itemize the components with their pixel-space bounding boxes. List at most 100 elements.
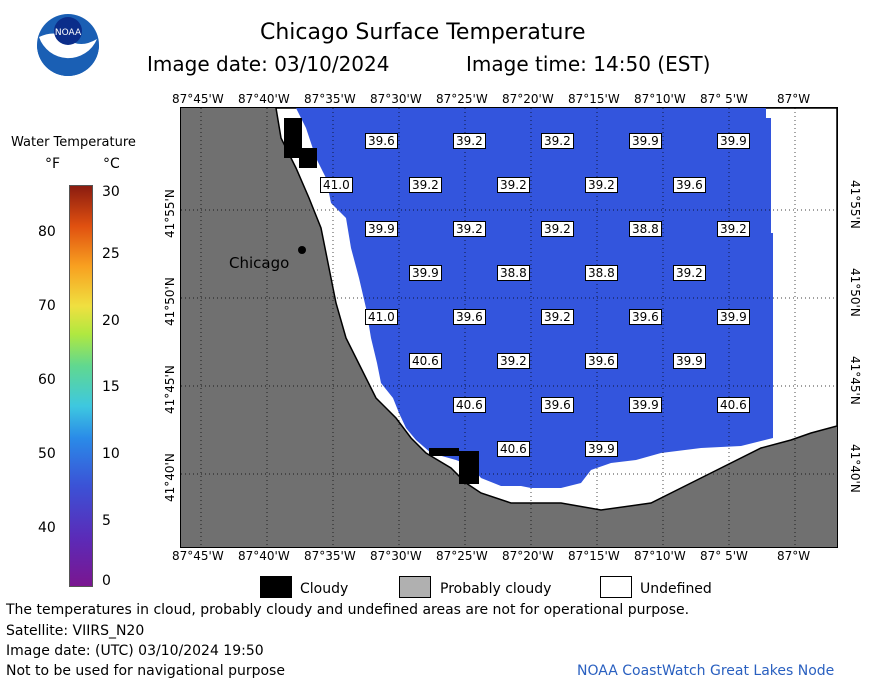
colorbar-c-tick: 5 (102, 513, 111, 529)
lon-label-top: 87°30'W (370, 92, 422, 106)
legend-probably-cloudy-label: Probably cloudy (440, 581, 552, 597)
lon-label-top: 87°35'W (304, 92, 356, 106)
legend-cloudy-label: Cloudy (300, 581, 349, 597)
satellite: Satellite: VIIRS_N20 (6, 623, 145, 639)
temperature-label: 39.9 (585, 441, 618, 457)
temperature-label: 41.0 (365, 309, 398, 325)
cloud-patch (429, 448, 459, 456)
legend-undefined-swatch (600, 576, 632, 598)
colorbar (69, 185, 93, 587)
temperature-label: 39.2 (717, 221, 750, 237)
lat-label-right: 41°55'N (848, 180, 862, 229)
lon-label-top: 87°20'W (502, 92, 554, 106)
image-date: Image date: 03/10/2024 (147, 52, 390, 76)
temperature-label: 39.2 (497, 177, 530, 193)
temperature-label: 40.6 (497, 441, 530, 457)
colorbar-f-tick: 40 (38, 520, 56, 536)
temperature-label: 38.8 (585, 265, 618, 281)
temperature-label: 39.2 (585, 177, 618, 193)
lon-label-bottom: 87°10'W (634, 549, 686, 563)
chicago-marker (298, 246, 306, 254)
lat-label-left: 41°50'N (163, 277, 177, 326)
disclaimer: The temperatures in cloud, probably clou… (6, 602, 690, 618)
colorbar-c-tick: 30 (102, 184, 120, 200)
colorbar-c-tick: 25 (102, 246, 120, 262)
temperature-label: 39.9 (409, 265, 442, 281)
lat-label-left: 41°45'N (163, 365, 177, 414)
temperature-label: 39.9 (717, 309, 750, 325)
page-title: Chicago Surface Temperature (260, 20, 586, 45)
temperature-label: 39.9 (673, 353, 706, 369)
lon-label-bottom: 87°45'W (172, 549, 224, 563)
unit-celsius: °C (103, 156, 120, 172)
lon-label-bottom: 87°W (777, 549, 811, 563)
credit: NOAA CoastWatch Great Lakes Node (577, 663, 835, 679)
temperature-label: 39.2 (541, 133, 574, 149)
temperature-label: 39.2 (453, 221, 486, 237)
image-time: Image time: 14:50 (EST) (466, 52, 711, 76)
lon-label-top: 87°10'W (634, 92, 686, 106)
water-area (296, 108, 773, 488)
temperature-label: 39.2 (497, 353, 530, 369)
temperature-label: 39.2 (453, 133, 486, 149)
temperature-label: 38.8 (497, 265, 530, 281)
temperature-label: 39.9 (629, 133, 662, 149)
lat-label-left: 41°40'N (163, 453, 177, 502)
legend-probably-cloudy-swatch (399, 576, 431, 598)
map (180, 107, 838, 548)
temperature-label: 39.6 (585, 353, 618, 369)
temperature-label: 40.6 (409, 353, 442, 369)
lon-label-bottom: 87°25'W (436, 549, 488, 563)
lon-label-bottom: 87°40'W (238, 549, 290, 563)
temperature-label: 39.2 (673, 265, 706, 281)
lon-label-bottom: 87°30'W (370, 549, 422, 563)
lon-label-top: 87° 5'W (700, 92, 748, 106)
colorbar-f-tick: 80 (38, 224, 56, 240)
lon-label-top: 87°40'W (238, 92, 290, 106)
colorbar-c-tick: 15 (102, 379, 120, 395)
lat-label-right: 41°40'N (848, 444, 862, 493)
temperature-label: 39.6 (365, 133, 398, 149)
unit-fahrenheit: °F (45, 156, 61, 172)
cloud-patch (299, 148, 317, 168)
legend-cloudy-swatch (260, 576, 292, 598)
colorbar-c-tick: 20 (102, 313, 120, 329)
temperature-label: 41.0 (320, 177, 353, 193)
utc-date: Image date: (UTC) 03/10/2024 19:50 (6, 643, 264, 659)
temperature-label: 39.6 (673, 177, 706, 193)
temperature-label: 39.9 (629, 397, 662, 413)
colorbar-f-tick: 50 (38, 446, 56, 462)
cloud-patch (284, 118, 302, 158)
lon-label-bottom: 87°20'W (502, 549, 554, 563)
lat-label-right: 41°45'N (848, 356, 862, 405)
colorbar-f-tick: 70 (38, 298, 56, 314)
temperature-label: 39.2 (541, 309, 574, 325)
lon-label-top: 87°45'W (172, 92, 224, 106)
lon-label-top: 87°15'W (568, 92, 620, 106)
temperature-label: 39.6 (629, 309, 662, 325)
lon-label-top: 87°W (777, 92, 811, 106)
legend-undefined-label: Undefined (640, 581, 712, 597)
temperature-label: 39.2 (541, 221, 574, 237)
temperature-label: 39.6 (541, 397, 574, 413)
temperature-label: 40.6 (717, 397, 750, 413)
temperature-label: 39.9 (365, 221, 398, 237)
city-label: Chicago (229, 254, 290, 272)
colorbar-c-tick: 0 (102, 573, 111, 589)
noaa-logo: NOAA (36, 13, 100, 77)
colorbar-c-tick: 10 (102, 446, 120, 462)
colorbar-title: Water Temperature (11, 135, 136, 150)
lat-label-right: 41°50'N (848, 268, 862, 317)
lon-label-bottom: 87°35'W (304, 549, 356, 563)
lon-label-top: 87°25'W (436, 92, 488, 106)
temperature-label: 40.6 (453, 397, 486, 413)
temperature-label: 39.2 (409, 177, 442, 193)
temperature-label: 39.6 (453, 309, 486, 325)
cloud-patch (459, 451, 479, 484)
lat-label-left: 41°55'N (163, 189, 177, 238)
lon-label-bottom: 87°15'W (568, 549, 620, 563)
logo-text: NOAA (55, 28, 82, 38)
temperature-label: 39.9 (717, 133, 750, 149)
nav-warning: Not to be used for navigational purpose (6, 663, 285, 679)
colorbar-f-tick: 60 (38, 372, 56, 388)
